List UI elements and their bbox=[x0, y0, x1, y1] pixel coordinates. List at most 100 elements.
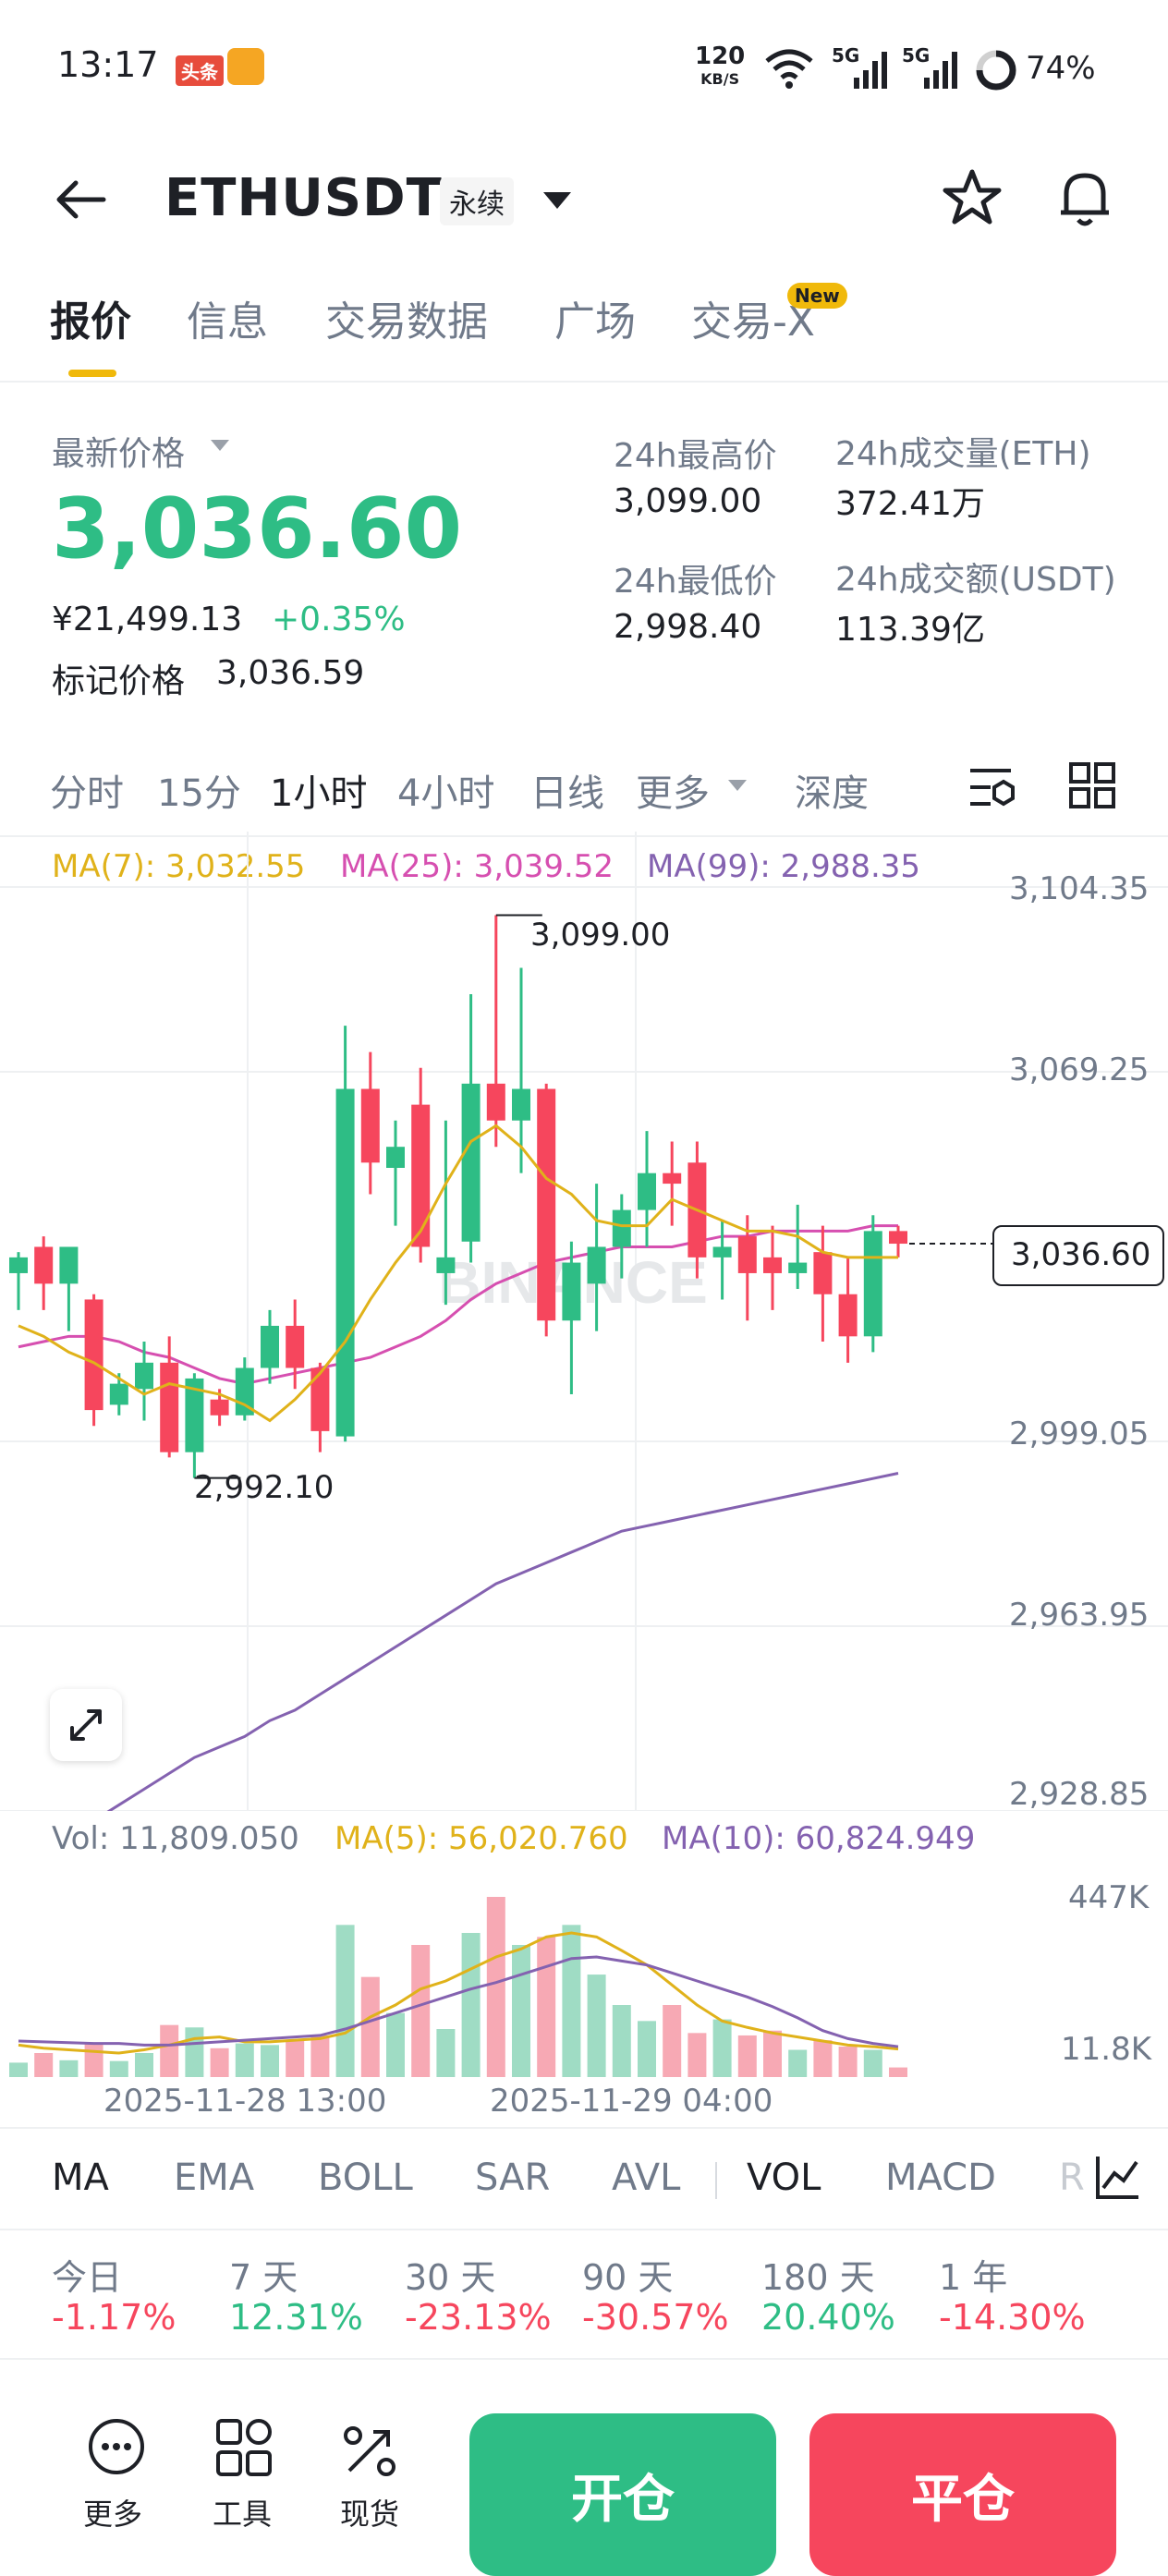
candle bbox=[486, 1083, 505, 1121]
bell-icon[interactable] bbox=[1055, 166, 1114, 229]
back-arrow-icon[interactable] bbox=[52, 177, 107, 222]
candle bbox=[9, 1257, 28, 1273]
expand-icon bbox=[70, 1709, 102, 1741]
volume-bar bbox=[160, 2024, 179, 2077]
candle bbox=[788, 1262, 808, 1273]
contract-type-tag: 永续 bbox=[440, 177, 514, 225]
open-position-button[interactable]: 开仓 bbox=[469, 2413, 776, 2576]
candle bbox=[261, 1325, 279, 1368]
volume-bar bbox=[9, 2062, 28, 2077]
interval-1h[interactable]: 1小时 bbox=[270, 772, 368, 815]
interval-timeshare[interactable]: 分时 bbox=[50, 772, 124, 815]
weibo-icon bbox=[227, 48, 264, 85]
latest-price-label[interactable]: 最新价格 bbox=[52, 435, 186, 473]
volume-bar bbox=[261, 2045, 279, 2077]
indicator-vol[interactable]: VOL bbox=[747, 2157, 821, 2199]
volume-bar bbox=[712, 2019, 732, 2077]
symbol-title[interactable]: ETHUSDT bbox=[164, 168, 443, 228]
volume-bar bbox=[838, 2047, 858, 2077]
interval-depth[interactable]: 深度 bbox=[795, 772, 869, 815]
volume-bar bbox=[210, 2047, 229, 2077]
indicator-sar[interactable]: SAR bbox=[475, 2157, 551, 2199]
indicator-avl[interactable]: AVL bbox=[612, 2157, 681, 2199]
latest-price-dropdown-icon[interactable] bbox=[209, 438, 231, 453]
price-axis-label: 3,104.35 bbox=[1009, 870, 1150, 907]
chart-bottom-divider bbox=[0, 2127, 1168, 2129]
volume-bar bbox=[612, 2005, 631, 2077]
indicator-macd[interactable]: MACD bbox=[885, 2157, 996, 2199]
price-chart[interactable]: BINANCE bbox=[0, 832, 1168, 1811]
volume-bar bbox=[109, 2060, 128, 2077]
active-tab-indicator bbox=[68, 370, 116, 377]
candle bbox=[411, 1104, 431, 1247]
price-cny: ¥21,499.13 bbox=[52, 601, 243, 638]
candle bbox=[210, 1399, 229, 1416]
layout-grid-icon[interactable] bbox=[1068, 761, 1116, 809]
high-annotation: 3,099.00 bbox=[530, 917, 671, 954]
candle bbox=[360, 1088, 380, 1163]
volume-bar bbox=[687, 2033, 707, 2077]
interval-more-dropdown-icon[interactable] bbox=[726, 778, 748, 793]
symbol-dropdown-icon[interactable] bbox=[541, 190, 573, 211]
tab-info[interactable]: 信息 bbox=[187, 298, 268, 346]
volume-bar bbox=[310, 2035, 330, 2077]
tools-button[interactable]: 工具 bbox=[205, 2415, 286, 2532]
indicator-boll[interactable]: BOLL bbox=[318, 2157, 413, 2199]
candle bbox=[436, 1257, 456, 1273]
tab-square[interactable]: 广场 bbox=[554, 298, 636, 346]
net-speed-unit: KB/S bbox=[700, 70, 740, 88]
spot-swap-icon bbox=[344, 2426, 395, 2476]
candle bbox=[863, 1231, 882, 1337]
status-time: 13:17 bbox=[57, 44, 159, 85]
volume-axis-label: 11.8K bbox=[1061, 2031, 1151, 2068]
indicator-r[interactable]: R bbox=[1059, 2157, 1085, 2199]
fullscreen-button[interactable] bbox=[50, 1689, 122, 1761]
sim2-label: 5G bbox=[902, 44, 931, 67]
perf-label-30d: 30 天 bbox=[405, 2257, 496, 2298]
perf-value-today: -1.17% bbox=[52, 2297, 176, 2338]
tab-quote[interactable]: 报价 bbox=[50, 298, 131, 346]
indicator-ma[interactable]: MA bbox=[52, 2157, 109, 2199]
candle bbox=[638, 1173, 656, 1210]
volume-ma10-line bbox=[18, 1955, 899, 2048]
vol-eth-label: 24h成交量(ETH) bbox=[835, 435, 1091, 473]
low-24h: 2,998.40 bbox=[614, 608, 762, 646]
status-bar: 13:17 头条 120 KB/S 5G 5G 74% bbox=[0, 0, 1168, 139]
chart-settings-icon[interactable] bbox=[967, 763, 1016, 811]
volume-bar bbox=[386, 2012, 405, 2077]
volume-bar bbox=[436, 2029, 456, 2077]
volume-legend-ma5: MA(5): 56,020.760 bbox=[335, 1820, 628, 1857]
indicator-ema[interactable]: EMA bbox=[174, 2157, 255, 2199]
mark-price-label: 标记价格 bbox=[52, 662, 186, 700]
favorite-star-icon[interactable] bbox=[943, 168, 1002, 227]
volume-axis-label: 447K bbox=[1068, 1879, 1150, 1916]
volume-bar bbox=[360, 1976, 380, 2077]
time-axis-label: 2025-11-28 13:00 bbox=[103, 2083, 387, 2120]
volume-bar bbox=[411, 1945, 431, 2077]
vol-eth: 372.41万 bbox=[835, 485, 985, 523]
more-icon bbox=[89, 2419, 144, 2474]
close-position-button[interactable]: 平仓 bbox=[809, 2413, 1116, 2576]
interval-more[interactable]: 更多 bbox=[636, 772, 710, 815]
more-button[interactable]: 更多 bbox=[76, 2415, 157, 2532]
news-badge: 头条 bbox=[176, 55, 224, 86]
volume-chart[interactable] bbox=[0, 1866, 1168, 2079]
tabs-divider bbox=[0, 381, 1168, 383]
net-speed-value: 120 bbox=[695, 43, 746, 70]
candle bbox=[813, 1252, 833, 1294]
legend-ma7: MA(7): 3,032.55 bbox=[52, 848, 306, 885]
tools-label: 工具 bbox=[213, 2497, 273, 2532]
tab-trading-data[interactable]: 交易数据 bbox=[325, 298, 488, 346]
spot-button[interactable]: 现货 bbox=[333, 2415, 414, 2532]
perf-label-today: 今日 bbox=[52, 2257, 123, 2298]
high-24h-label: 24h最高价 bbox=[614, 437, 777, 475]
battery-level: 74% bbox=[1026, 50, 1096, 87]
indicator-settings-icon[interactable] bbox=[1094, 2153, 1142, 2201]
volume-bar bbox=[461, 1933, 481, 2077]
interval-4h[interactable]: 4小时 bbox=[397, 772, 495, 815]
interval-daily[interactable]: 日线 bbox=[530, 772, 604, 815]
interval-15m[interactable]: 15分 bbox=[157, 772, 241, 815]
perf-label-7d: 7 天 bbox=[229, 2257, 298, 2298]
volume-bar bbox=[863, 2049, 882, 2077]
candle bbox=[160, 1362, 179, 1452]
